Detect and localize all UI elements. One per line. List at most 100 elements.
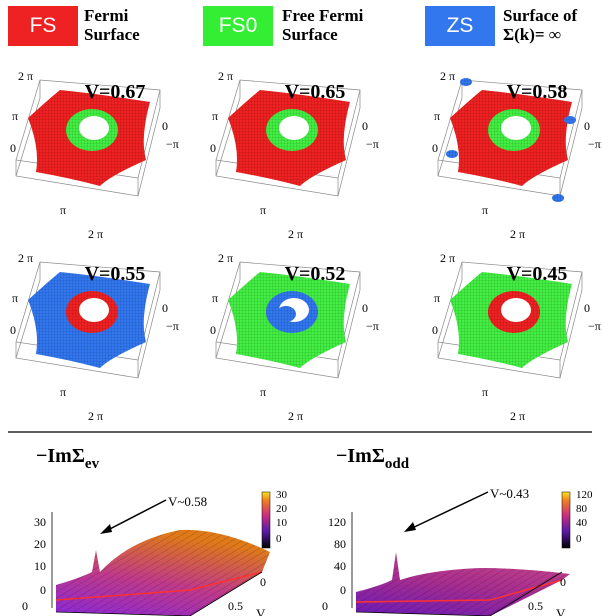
legend-zs-swatch: ZS [425,6,495,46]
colorbar-tick-label: 20 [276,503,288,515]
legend-fs0-line1: Free Fermi [282,6,364,25]
colorbar-tick-label: 30 [276,489,288,501]
arrow-head [100,524,112,534]
legend-fs0-line2: Surface [282,25,338,44]
tick-two-pi-bottom: 2 π [88,409,103,423]
plot-title: −ImΣodd [336,445,410,472]
z-tick-label: 120 [328,515,346,529]
tick-two-pi-top: 2 π [218,251,233,265]
v-axis [489,571,563,616]
peak-annotation: V~0.58 [168,494,207,509]
surface-hole [279,116,309,140]
tick-pi-bottom: π [482,385,488,399]
v-tick-label: 0 [260,575,266,589]
colorbar-tick-label: 10 [276,517,288,529]
tick-zero-left: 0 [210,323,216,337]
fs-panel-5: V=0.52 2 π π 0 0 −π π 2 π [210,251,379,423]
panel-v-label: V=0.65 [285,81,346,103]
tick-two-pi-top: 2 π [440,69,455,83]
tick-pi-left: π [12,291,18,305]
v-axis-label: V [256,606,266,616]
tick-two-pi-bottom: 2 π [510,227,525,241]
fs-panel-6: V=0.45 2 π π 0 0 −π π 2 π [432,251,601,423]
tick-neg-pi-right: −π [166,137,179,151]
panel-box-edge [215,262,241,359]
tick-pi-left: π [12,109,18,123]
z-tick-label: 30 [34,515,46,529]
tick-zero-right: 0 [162,119,168,133]
legend-zs-line1: Surface of [503,6,578,25]
panel-box-edge [215,160,339,197]
tick-neg-pi-right: −π [588,137,601,151]
colorbar-tick-label: 120 [576,489,593,501]
v-axis-label: V [556,606,566,616]
surface-hole [79,116,109,140]
tick-two-pi-bottom: 2 π [288,409,303,423]
legend-fs0-text: Free Fermi Surface [282,6,363,44]
tick-two-pi-bottom: 2 π [288,227,303,241]
legend-zs-key: ZS [446,14,474,37]
tick-neg-pi-right: −π [366,319,379,333]
fs-panel-4: V=0.55 2 π π 0 0 −π π 2 π [10,251,179,423]
panel-box-edge [337,272,361,379]
z-tick-label: 0 [340,583,346,597]
tick-pi-bottom: π [482,203,488,217]
fs-panel-1: V=0.67 2 π π 0 0 −π π 2 π [10,69,179,241]
legend-zs-text: Surface of Σ(k)= ∞ [503,6,577,44]
panel-box-edge [437,342,561,379]
v-tick-label: 0.5 [228,599,243,613]
legend-zs-line2: Σ(k)= ∞ [503,25,561,44]
surface-hole [501,116,531,140]
v-tick-label: 0.5 [528,599,543,613]
plot-title-sub: odd [385,456,410,472]
zs-pocket [552,194,564,202]
tick-zero-left: 0 [432,141,438,155]
surface-mesh [56,529,270,616]
legend-fs-line2: Surface [84,25,140,44]
tick-neg-pi-right: −π [588,319,601,333]
panel-box-edge [15,160,139,197]
tick-two-pi-top: 2 π [18,69,33,83]
zs-pocket [446,150,458,158]
tick-pi-left: π [212,109,218,123]
z-tick-label: 0 [40,583,46,597]
tick-zero-left: 0 [10,141,16,155]
tick-zero-left: 0 [432,323,438,337]
panel-box-edge [337,90,361,197]
annotation-arrow [407,491,489,531]
tick-zero-right: 0 [584,301,590,315]
tick-neg-pi-right: −π [166,319,179,333]
legend-fs-text: Fermi Surface [84,6,140,44]
tick-pi-bottom: π [260,385,266,399]
x-axis [55,611,191,616]
zs-pocket [276,306,296,322]
panel-box-edge [437,160,561,197]
panel-v-label: V=0.58 [507,81,568,103]
panel-v-label: V=0.67 [85,81,146,103]
surface-hole [501,298,531,322]
tick-zero-right: 0 [162,301,168,315]
panel-v-label: V=0.52 [285,263,346,285]
x-axis [355,611,491,616]
legend-fs0-swatch: FS0 [203,6,273,46]
colorbar-tick-label: 0 [576,533,582,545]
z-tick-label: 20 [34,537,46,551]
tick-two-pi-bottom: 2 π [510,409,525,423]
panel-box-edge [559,90,583,197]
panel-box-edge [137,272,161,379]
legend-fs0-key: FS0 [218,14,258,37]
zs-pocket [460,78,472,86]
tick-pi-left: π [434,109,440,123]
surface-ridge [55,571,263,601]
peak-annotation: V~0.43 [490,486,529,501]
legend-fs-swatch: FS [8,6,78,46]
tick-neg-pi-right: −π [366,137,379,151]
tick-two-pi-top: 2 π [18,251,33,265]
panel-box-edge [437,262,463,359]
arrow-head [404,522,416,532]
colorbar-tick-label: 0 [276,533,282,545]
panel-v-label: V=0.55 [85,263,146,285]
tick-two-pi-bottom: 2 π [88,227,103,241]
